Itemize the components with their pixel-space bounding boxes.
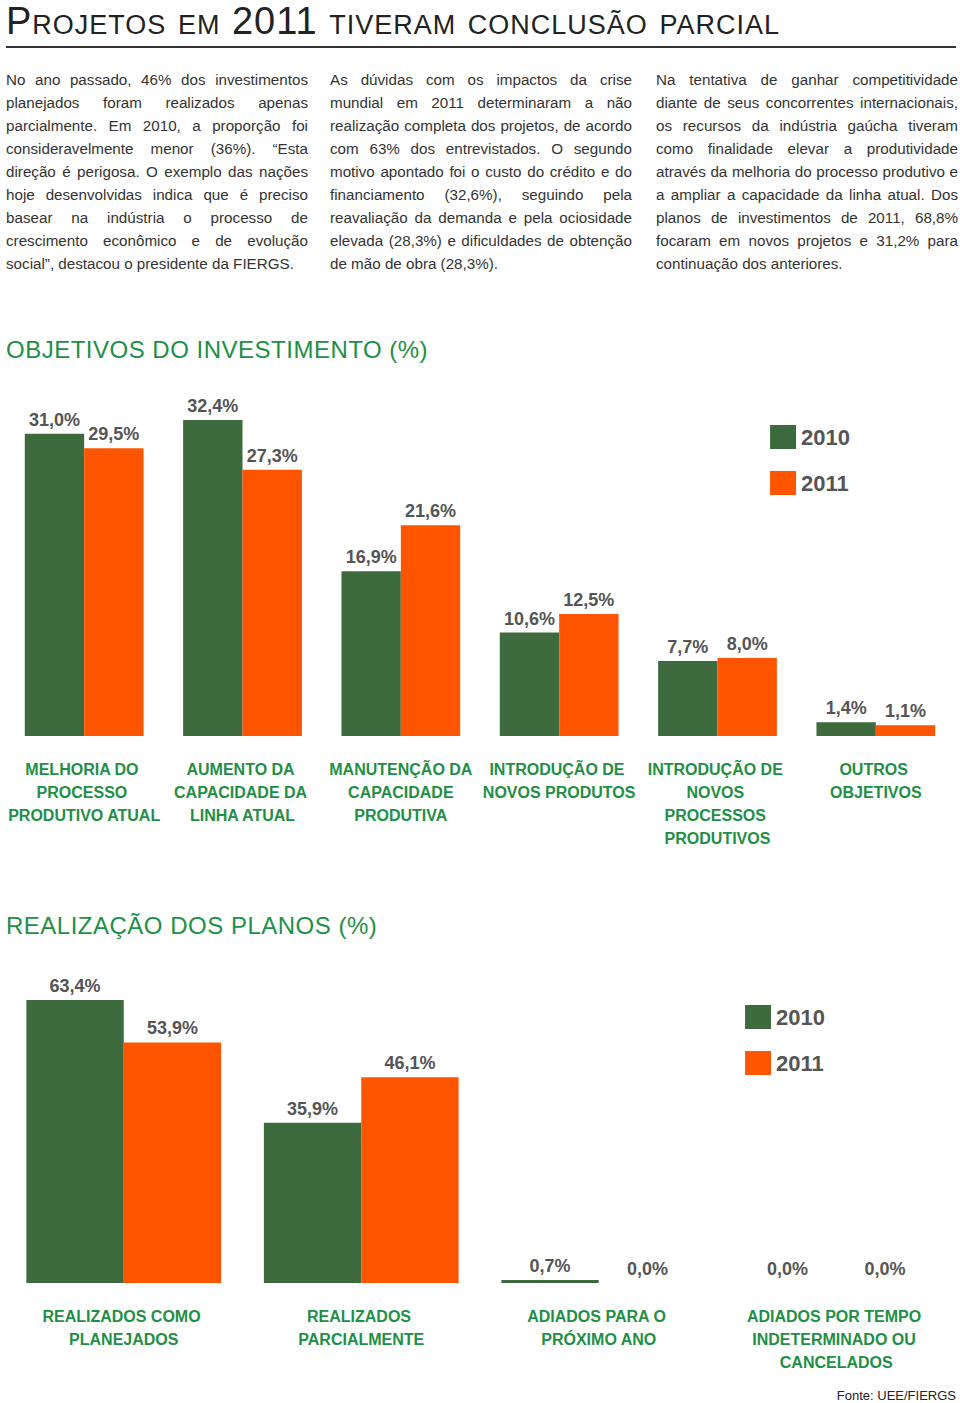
- svg-text:0,0%: 0,0%: [864, 1259, 905, 1279]
- svg-text:PARCIALMENTE: PARCIALMENTE: [298, 1331, 424, 1348]
- svg-text:AUMENTO DA: AUMENTO DA: [187, 761, 299, 778]
- svg-text:REALIZADOS COMO: REALIZADOS COMO: [42, 1308, 205, 1325]
- svg-text:REALIZADOS: REALIZADOS: [307, 1308, 415, 1325]
- svg-text:2011: 2011: [776, 1051, 824, 1076]
- svg-text:46,1%: 46,1%: [384, 1053, 435, 1073]
- svg-text:7,7%: 7,7%: [667, 637, 708, 657]
- svg-text:NOVOS: NOVOS: [686, 784, 748, 801]
- svg-text:1,4%: 1,4%: [826, 698, 867, 718]
- svg-text:0,0%: 0,0%: [767, 1259, 808, 1279]
- svg-text:PRÓXIMO ANO: PRÓXIMO ANO: [541, 1330, 656, 1348]
- svg-text:NOVOS PRODUTOS: NOVOS PRODUTOS: [483, 784, 636, 801]
- svg-text:CANCELADOS: CANCELADOS: [780, 1354, 893, 1371]
- svg-text:16,9%: 16,9%: [346, 547, 397, 567]
- svg-text:ADIADOS POR TEMPO: ADIADOS POR TEMPO: [747, 1308, 926, 1325]
- svg-text:12,5%: 12,5%: [563, 590, 614, 610]
- svg-text:32,4%: 32,4%: [187, 396, 238, 416]
- svg-text:2011: 2011: [801, 471, 849, 496]
- svg-text:MANUTENÇÃO DA: MANUTENÇÃO DA: [329, 759, 473, 778]
- svg-text:2010: 2010: [801, 425, 850, 450]
- svg-text:29,5%: 29,5%: [88, 424, 139, 444]
- svg-text:35,9%: 35,9%: [287, 1099, 338, 1119]
- svg-text:53,9%: 53,9%: [147, 1018, 198, 1038]
- svg-text:CAPACIDADE: CAPACIDADE: [344, 784, 458, 801]
- svg-text:OUTROS: OUTROS: [839, 761, 912, 778]
- svg-text:PROCESSOS: PROCESSOS: [665, 807, 771, 824]
- html-text:REALIZAÇÃO DOS PLANOS (%): REALIZAÇÃO DOS PLANOS (%): [6, 912, 378, 939]
- svg-text:2010: 2010: [776, 1005, 825, 1030]
- svg-text:10,6%: 10,6%: [504, 609, 555, 629]
- svg-text:63,4%: 63,4%: [50, 976, 101, 996]
- svg-text:PROCESSO: PROCESSO: [37, 784, 132, 801]
- svg-text:INTRODUÇÃO DE: INTRODUÇÃO DE: [648, 759, 788, 778]
- svg-text:PRODUTIVA: PRODUTIVA: [354, 807, 447, 824]
- svg-text:MELHORIA DO: MELHORIA DO: [25, 761, 143, 778]
- svg-text:PLANEJADOS: PLANEJADOS: [69, 1331, 179, 1348]
- html-text:Projetos em 2011 tiveram concl: Projetos em 2011 tiveram conclusão parci…: [6, 0, 780, 42]
- svg-text:8,0%: 8,0%: [727, 634, 768, 654]
- svg-text:PRODUTIVO ATUAL: PRODUTIVO ATUAL: [8, 807, 160, 824]
- svg-text:0,0%: 0,0%: [627, 1259, 668, 1279]
- html-text:OBJETIVOS DO INVESTIMENTO (%): OBJETIVOS DO INVESTIMENTO (%): [6, 336, 429, 363]
- html-text:As dúvidas com os impactos da: As dúvidas com os impactos da crise mund…: [330, 71, 632, 272]
- svg-text:1,1%: 1,1%: [885, 701, 926, 721]
- svg-text:ADIADOS PARA O: ADIADOS PARA O: [527, 1308, 670, 1325]
- svg-text:27,3%: 27,3%: [247, 446, 298, 466]
- svg-text:PRODUTIVOS: PRODUTIVOS: [665, 830, 771, 847]
- svg-text:OBJETIVOS: OBJETIVOS: [830, 784, 922, 801]
- svg-text:CAPACIDADE DA: CAPACIDADE DA: [174, 784, 311, 801]
- svg-text:LINHA ATUAL: LINHA ATUAL: [190, 807, 295, 824]
- svg-text:INDETERMINADO OU: INDETERMINADO OU: [752, 1331, 920, 1348]
- svg-text:31,0%: 31,0%: [29, 410, 80, 430]
- html-text:Na tentativa de ganhar competi: Na tentativa de ganhar competitividade d…: [656, 71, 958, 272]
- svg-text:INTRODUÇÃO DE: INTRODUÇÃO DE: [489, 759, 629, 778]
- html-text:No ano passado, 46% dos invest: No ano passado, 46% dos investimentos pl…: [6, 71, 308, 272]
- svg-text:0,7%: 0,7%: [530, 1256, 571, 1276]
- svg-text:21,6%: 21,6%: [405, 501, 456, 521]
- html-text:Fonte: UEE/FIERGS: Fonte: UEE/FIERGS: [836, 1388, 956, 1403]
